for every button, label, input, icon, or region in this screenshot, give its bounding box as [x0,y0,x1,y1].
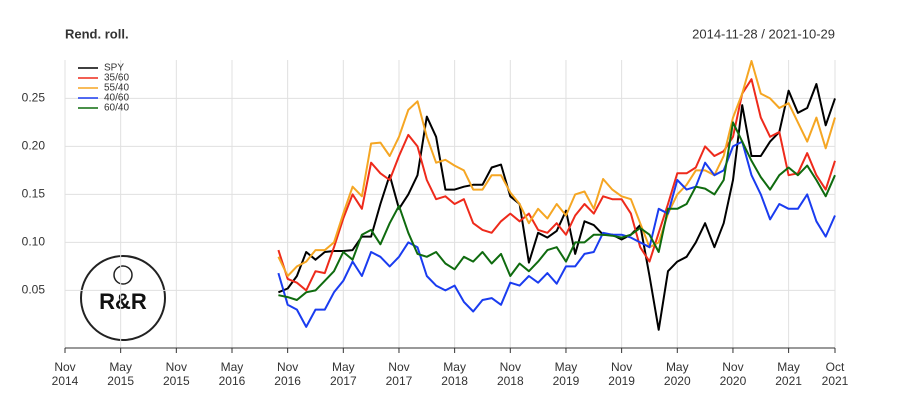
series-line [278,83,836,331]
y-tick-label: 0.20 [22,139,46,153]
x-tick-label: May 2017 [329,360,357,388]
x-tick-label: Nov 2015 [162,360,190,388]
series-line [278,121,836,301]
legend-label: 60/40 [104,103,129,114]
x-tick-label: Nov 2020 [719,360,747,388]
y-tick-label: 0.10 [22,235,46,249]
legend-label: 55/40 [104,83,129,94]
chart-title: Rend. roll. [65,26,129,41]
x-tick-label: Nov 2016 [274,360,301,388]
x-tick-label: May 2016 [218,360,246,388]
logo-ring [80,255,166,341]
legend-label: 40/60 [104,93,129,104]
x-tick-label: May 2019 [552,360,580,388]
x-tick-label: Nov 2018 [496,360,524,388]
x-tick-label: Nov 2019 [608,360,635,388]
legend-label: SPY [104,63,124,74]
x-tick-label: May 2020 [663,360,691,388]
logo-text: R&R [99,289,147,314]
series-line [277,78,836,292]
x-tick-label: May 2021 [775,360,802,388]
logo: R&R [80,255,166,341]
y-tick-label: 0.15 [22,187,46,201]
y-tick-label: 0.05 [22,283,46,297]
logo-icon [113,265,133,285]
x-tick-label: Oct 2021 [821,360,849,388]
legend-label: 35/60 [104,73,129,84]
x-tick-label: May 2015 [107,360,134,388]
x-tick-label: May 2018 [441,360,468,388]
y-tick-label: 0.25 [22,91,46,105]
chart-subtitle: 2014-11-28 / 2021-10-29 [692,26,835,41]
series-line [277,60,836,277]
x-tick-label: Nov 2017 [385,360,413,388]
x-tick-label: Nov 2014 [51,360,79,388]
